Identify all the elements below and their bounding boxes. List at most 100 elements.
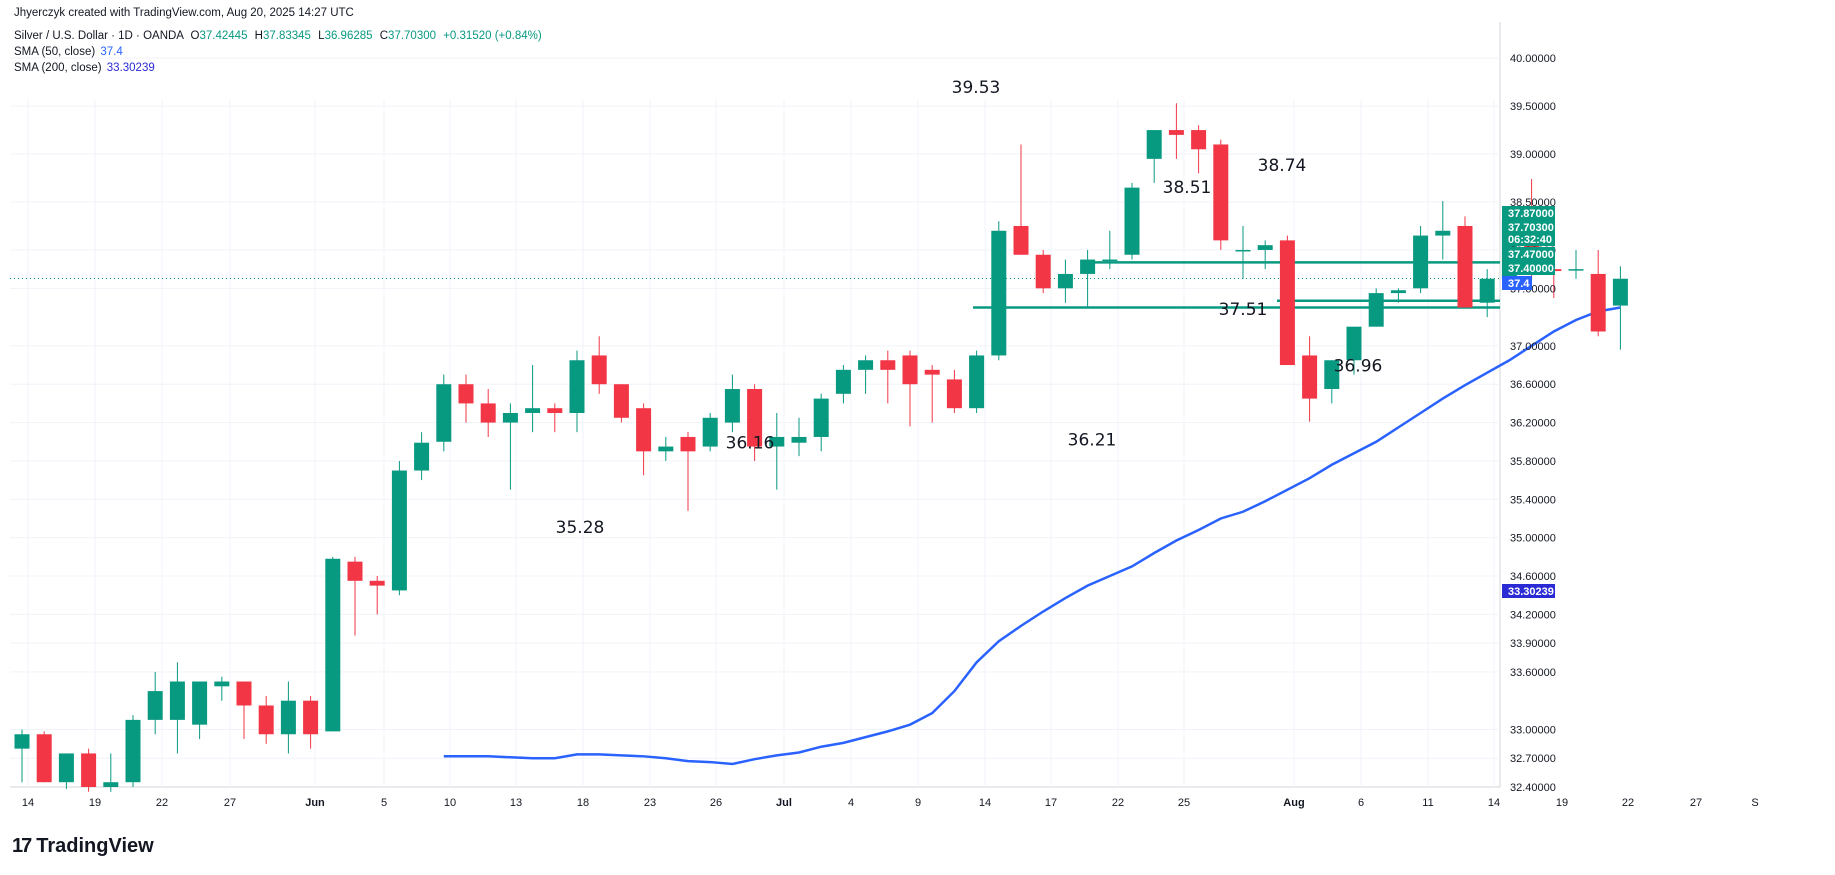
candle <box>214 676 230 701</box>
candle <box>569 350 585 433</box>
ohlc-o-label: O <box>190 30 200 42</box>
candle-body <box>1213 144 1229 241</box>
candle-body <box>613 384 629 418</box>
y-tick-label: 33.90000 <box>1510 638 1556 650</box>
candle-body <box>591 355 607 385</box>
candle <box>1612 266 1628 350</box>
x-tick-label: 27 <box>1690 797 1702 809</box>
candle <box>1457 216 1473 308</box>
candle <box>436 374 452 452</box>
candle <box>991 221 1007 361</box>
tag-countdown: 06:32:40 <box>1502 232 1555 246</box>
tag-level-top-text: 37.87000 <box>1508 208 1554 220</box>
candle <box>880 350 896 404</box>
grid <box>10 22 1501 788</box>
candle-body <box>525 408 541 413</box>
x-tick-label: S <box>1751 797 1758 809</box>
ohlc-l-value: 36.96285 <box>324 30 373 42</box>
sma50-legend[interactable]: SMA (50, close) 37.4 <box>14 45 123 59</box>
tag-level-a-text: 37.47000 <box>1508 249 1554 261</box>
candle-body <box>1257 245 1273 250</box>
x-axis: 14 19 22 27 Jun 5 10 13 18 23 26 Jul 4 9 14 17 22 25 Aug 6 1… <box>22 797 1759 809</box>
x-tick-label: 14 <box>22 797 34 809</box>
sma200-legend[interactable]: SMA (200, close) 33.30239 <box>14 61 155 75</box>
candle <box>325 556 341 732</box>
candle-body <box>1035 254 1051 289</box>
candle-body <box>924 369 940 375</box>
x-tick-label: 10 <box>444 797 456 809</box>
y-tick-label: 32.40000 <box>1510 782 1556 794</box>
annotations-group: 39.53 38.51 38.74 36.16 36.21 35.28 37.51 36.96 <box>556 78 1383 538</box>
candle-body <box>169 681 185 720</box>
candle-body <box>1390 290 1406 294</box>
candle <box>147 671 163 735</box>
candle-body <box>214 681 230 687</box>
candle <box>747 384 763 461</box>
y-tick-label: 39.00000 <box>1510 149 1556 161</box>
candle <box>502 403 518 490</box>
candle-body <box>946 379 962 409</box>
candle-body <box>991 230 1007 356</box>
tag-last-price: 37.70300 <box>1502 220 1555 234</box>
candle-body <box>1146 130 1162 159</box>
x-tick-label: 11 <box>1422 797 1433 809</box>
credit-text: Jhyerczyk created with TradingView.com, … <box>14 7 354 19</box>
tag-level-b: 37.40000 <box>1502 261 1555 275</box>
x-tick-label: 5 <box>381 797 387 809</box>
x-tick-label: 13 <box>510 797 522 809</box>
candle-body <box>1612 278 1628 306</box>
candle <box>1213 139 1229 250</box>
candle <box>103 753 119 792</box>
sma50-line-group <box>443 306 1621 766</box>
x-tick-label: 9 <box>915 797 921 809</box>
candle-body <box>258 705 274 735</box>
candle-body <box>1124 187 1140 255</box>
tag-sma50-text: 37.4 <box>1508 278 1530 290</box>
x-tick-label: 22 <box>156 797 168 809</box>
candle <box>303 695 319 749</box>
tag-level-a-bg <box>1502 247 1555 261</box>
candle <box>391 460 407 596</box>
candle-body <box>769 436 785 447</box>
candle-body <box>791 436 807 443</box>
candle <box>480 389 496 437</box>
candle-body <box>1235 249 1251 252</box>
sma200-value: 33.30239 <box>106 62 155 74</box>
y-tick-label: 33.60000 <box>1510 667 1556 679</box>
x-tick-label: Jul <box>776 797 792 809</box>
candle <box>280 681 296 754</box>
candle <box>1346 326 1362 375</box>
x-tick-label: 14 <box>1488 797 1500 809</box>
candle <box>969 350 985 413</box>
candle-body <box>747 389 763 447</box>
tag-level-a: 37.47000 <box>1502 247 1555 261</box>
tag-sma200-bg <box>1502 584 1555 598</box>
candle-body <box>280 700 296 735</box>
candle <box>946 369 962 413</box>
symbol-legend[interactable]: Silver / U.S. Dollar · 1D · OANDA O37.42… <box>14 29 542 43</box>
y-tick-label: 35.80000 <box>1510 456 1556 468</box>
candle <box>1279 235 1295 366</box>
candle <box>1168 103 1184 159</box>
x-tick-label: 22 <box>1622 797 1634 809</box>
candle <box>58 753 74 789</box>
x-tick-label: 23 <box>644 797 656 809</box>
x-tick-label: 4 <box>848 797 854 809</box>
candle <box>1013 144 1029 255</box>
candle-body <box>1057 273 1073 289</box>
candle <box>1035 249 1051 294</box>
candle <box>680 432 696 511</box>
candle <box>1080 249 1096 308</box>
y-tick-label: 35.40000 <box>1510 494 1556 506</box>
candle-body <box>1590 273 1606 332</box>
candle <box>835 365 851 404</box>
y-tick-label: 39.50000 <box>1510 101 1556 113</box>
candle-body <box>680 436 696 452</box>
candle <box>1390 288 1406 303</box>
price-annotation: 39.53 <box>952 78 1001 98</box>
candle <box>1146 130 1162 183</box>
tradingview-brand[interactable]: 17 TradingView <box>12 835 154 858</box>
tag-last-price-text: 37.70300 <box>1508 222 1554 234</box>
